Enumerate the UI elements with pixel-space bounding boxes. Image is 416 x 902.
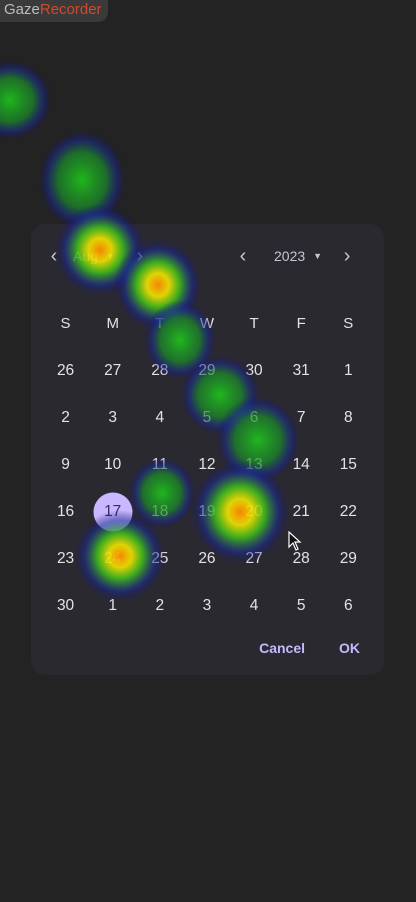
week-row: 30 1 2 3 4 5 6 bbox=[42, 582, 372, 629]
day-cell[interactable]: 2 bbox=[61, 408, 70, 426]
week-row: 23 24 25 26 27 28 29 bbox=[42, 535, 372, 582]
month-dropdown[interactable]: Aug ▼ bbox=[73, 248, 115, 264]
day-cell[interactable]: 19 bbox=[198, 502, 216, 520]
badge-text-recorder: Recorder bbox=[39, 1, 102, 18]
year-dropdown[interactable]: 2023 ▼ bbox=[274, 248, 322, 264]
prev-year-chevron-left-icon[interactable]: ‹ bbox=[239, 244, 247, 267]
day-cell[interactable]: 14 bbox=[292, 455, 310, 473]
day-cell[interactable]: 24 bbox=[104, 549, 122, 567]
weekday-label: T bbox=[249, 315, 259, 332]
day-cell[interactable]: 31 bbox=[292, 361, 310, 379]
ok-button[interactable]: OK bbox=[339, 640, 360, 656]
day-cell[interactable]: 22 bbox=[339, 502, 357, 520]
month-selector: ‹ Aug ▼ › bbox=[43, 244, 151, 268]
year-label: 2023 bbox=[274, 248, 306, 264]
day-cell[interactable]: 29 bbox=[198, 361, 216, 379]
day-cell[interactable]: 28 bbox=[292, 549, 310, 567]
day-cell[interactable]: 26 bbox=[56, 361, 75, 379]
day-cell[interactable]: 12 bbox=[198, 455, 216, 473]
day-cell[interactable]: 4 bbox=[249, 596, 259, 614]
day-cell[interactable]: 3 bbox=[108, 408, 117, 426]
day-cell[interactable]: 6 bbox=[344, 596, 353, 614]
weekday-label: F bbox=[296, 315, 306, 332]
week-row: 26 27 28 29 30 31 1 bbox=[42, 347, 372, 394]
badge-text-gaze: Gaze bbox=[4, 1, 40, 18]
day-cell[interactable]: 1 bbox=[108, 596, 117, 614]
day-cell[interactable]: 9 bbox=[61, 455, 70, 473]
day-cell[interactable]: 6 bbox=[249, 408, 259, 426]
day-cell[interactable]: 30 bbox=[56, 596, 75, 614]
gaze-recorder-badge: GazeRecorder bbox=[0, 0, 108, 22]
week-row: 2 3 4 5 6 7 8 bbox=[42, 394, 372, 441]
day-cell[interactable]: 1 bbox=[344, 361, 353, 379]
weekday-label: W bbox=[199, 315, 215, 332]
weekday-label: M bbox=[106, 315, 119, 332]
day-cell[interactable]: 25 bbox=[151, 549, 169, 567]
day-cell[interactable]: 30 bbox=[245, 361, 263, 379]
selected-day-label: 17 bbox=[104, 502, 122, 520]
day-cell[interactable]: 26 bbox=[198, 549, 216, 567]
day-cell[interactable]: 21 bbox=[292, 502, 310, 520]
day-cell[interactable]: 5 bbox=[202, 408, 212, 426]
month-label: Aug bbox=[73, 248, 98, 264]
weekday-header: S M T W T F S bbox=[42, 300, 372, 347]
day-cell[interactable]: 27 bbox=[245, 549, 263, 567]
day-cell[interactable]: 20 bbox=[245, 502, 263, 520]
day-cell[interactable]: 23 bbox=[56, 549, 75, 567]
date-picker-dialog: ‹ Aug ▼ › ‹ 2023 ▼ › S M T W T F S 26 27… bbox=[31, 224, 384, 675]
day-cell[interactable]: 13 bbox=[245, 455, 263, 473]
day-cell[interactable]: 10 bbox=[104, 455, 122, 473]
week-row: 16 17 18 19 20 21 22 bbox=[42, 488, 372, 535]
day-cell[interactable]: 29 bbox=[339, 549, 357, 567]
day-cell-selected[interactable]: 17 bbox=[89, 493, 136, 531]
day-cell[interactable]: 3 bbox=[202, 596, 212, 614]
day-cell[interactable]: 5 bbox=[296, 596, 306, 614]
month-caret-down-icon: ▼ bbox=[105, 251, 115, 261]
year-selector: ‹ 2023 ▼ › bbox=[232, 244, 358, 268]
weekday-label: S bbox=[60, 315, 71, 332]
day-cell[interactable]: 28 bbox=[151, 361, 169, 379]
day-cell[interactable]: 7 bbox=[296, 408, 306, 426]
prev-month-chevron-left-icon[interactable]: ‹ bbox=[50, 244, 58, 267]
day-cell[interactable]: 4 bbox=[155, 408, 165, 426]
year-caret-down-icon: ▼ bbox=[313, 251, 323, 261]
day-cell[interactable]: 8 bbox=[344, 408, 353, 426]
day-cell[interactable]: 11 bbox=[151, 455, 168, 473]
mouse-pointer-icon bbox=[288, 531, 302, 551]
next-year-chevron-right-icon[interactable]: › bbox=[343, 244, 351, 267]
weekday-label: S bbox=[343, 315, 354, 332]
dialog-actions: Cancel OK bbox=[259, 640, 360, 656]
day-cell[interactable]: 18 bbox=[151, 502, 169, 520]
day-cell[interactable]: 27 bbox=[104, 361, 122, 379]
day-cell[interactable]: 15 bbox=[339, 455, 357, 473]
next-month-chevron-right-icon[interactable]: › bbox=[136, 244, 144, 267]
heat-blob bbox=[38, 130, 126, 230]
week-row: 9 10 11 12 13 14 15 bbox=[42, 441, 372, 488]
heat-blob bbox=[0, 60, 52, 140]
day-cell[interactable]: 16 bbox=[56, 502, 75, 520]
cancel-button[interactable]: Cancel bbox=[259, 640, 305, 656]
day-cell[interactable]: 2 bbox=[155, 596, 165, 614]
weekday-label: T bbox=[155, 315, 165, 332]
calendar-grid: S M T W T F S 26 27 28 29 30 31 1 2 3 4 … bbox=[42, 300, 372, 629]
